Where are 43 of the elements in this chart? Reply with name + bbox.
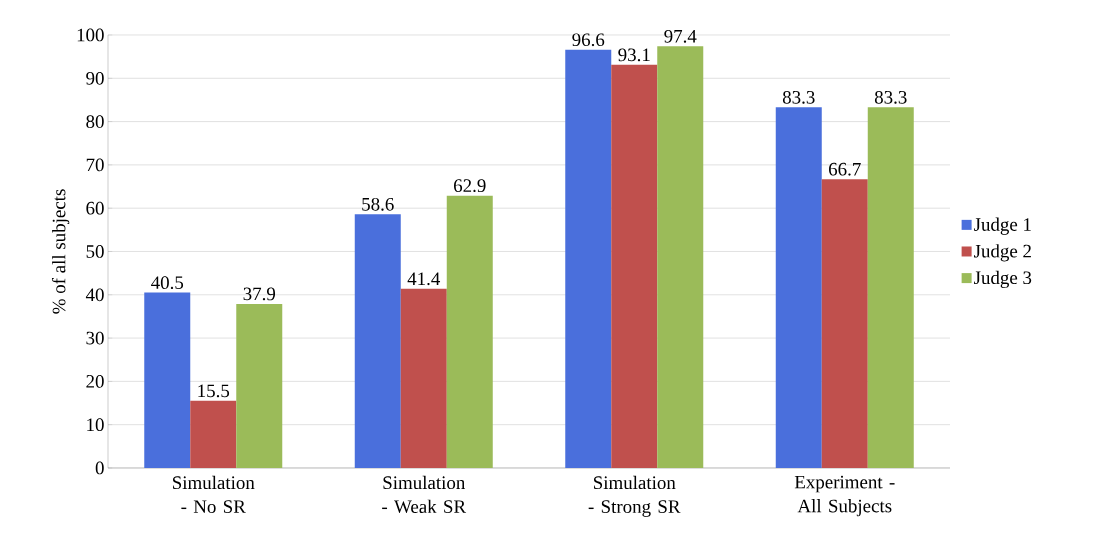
bar — [775, 107, 822, 468]
bar — [446, 195, 493, 468]
y-axis-title: % of all subjects — [51, 189, 70, 314]
y-tick-label: 80 — [86, 115, 104, 128]
data-label: 37.9 — [243, 287, 276, 301]
bar — [400, 288, 447, 468]
y-tick-label: 100 — [77, 28, 104, 42]
bar — [565, 49, 612, 468]
x-tick-label: Experiment - All Subjects — [794, 475, 895, 517]
bar — [144, 292, 191, 468]
data-label: 40.5 — [151, 276, 184, 290]
data-label: 96.6 — [572, 33, 605, 47]
bar — [867, 107, 914, 468]
y-tick-label: 10 — [87, 418, 104, 432]
legend-label: Judge 3 — [974, 270, 1032, 288]
legend-label: Judge 1 — [974, 217, 1031, 235]
y-tick-label: 40 — [85, 288, 104, 302]
legend-label: Judge 2 — [974, 244, 1031, 262]
bar — [611, 64, 658, 468]
bar — [236, 303, 283, 468]
bar — [821, 179, 868, 468]
y-tick-label: 50 — [86, 245, 104, 258]
bar — [354, 214, 401, 468]
x-tick-label: Simulation - Weak SR — [382, 475, 467, 514]
y-tick-label: 70 — [86, 158, 104, 172]
data-label: 83.3 — [874, 90, 907, 104]
y-tick-label: 30 — [86, 331, 104, 345]
data-label: 58.6 — [362, 197, 394, 211]
x-tick-label: Simulation - No SR — [172, 475, 255, 513]
bar — [657, 46, 704, 468]
data-label: 62.9 — [454, 179, 486, 193]
y-tick-label: 0 — [95, 461, 104, 475]
data-label: 93.1 — [618, 48, 650, 62]
data-label: 15.5 — [198, 384, 230, 398]
bar — [190, 400, 237, 468]
y-tick-label: 90 — [86, 71, 104, 85]
data-label: 97.4 — [664, 29, 697, 43]
x-tick-label: Simulation - Strong SR — [588, 475, 681, 517]
y-tick-label: 20 — [86, 375, 104, 388]
data-label: 66.7 — [829, 162, 861, 176]
y-tick-label: 60 — [86, 201, 104, 215]
data-label: 83.3 — [782, 90, 815, 104]
data-label: 41.4 — [407, 272, 441, 286]
